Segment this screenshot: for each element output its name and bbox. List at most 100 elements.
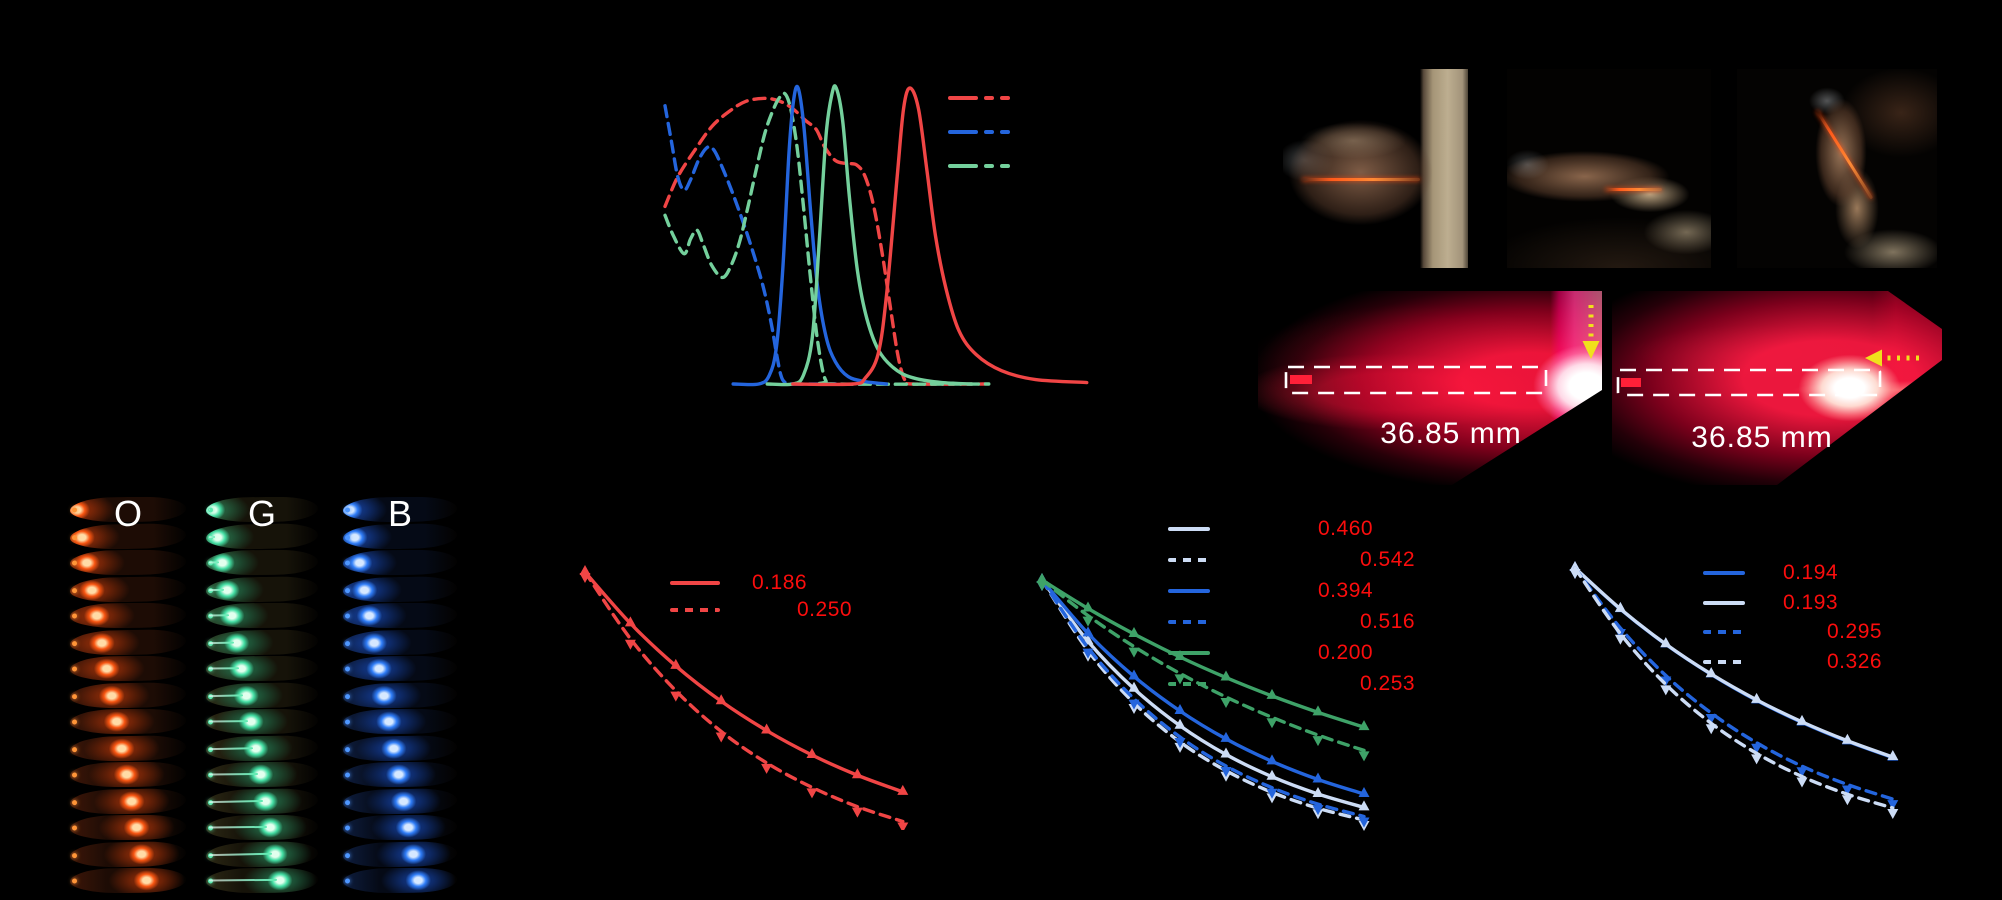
marker-triangle-down [1220,697,1232,708]
sample-strip-b-10 [342,734,458,762]
marker-triangle-up [1569,561,1581,571]
photo-corner-shadow [1836,291,1942,329]
decay3-legend: 0.194 0.193 0.295 0.326 [1703,562,1883,673]
sample-strip-g-9 [205,708,319,734]
marker-triangle-up [1266,688,1278,699]
legend-line-dashed [1168,620,1210,624]
marker-triangle-down [1887,800,1899,811]
marker-triangle-up [1312,705,1324,716]
marker-triangle-up [1174,703,1186,714]
column-label-orange: O [113,493,142,534]
sample-strip-g-15 [205,867,319,893]
sample-strip-g-7 [205,655,319,681]
legend-value: 0.542 [1360,548,1416,571]
marker-triangle-down [1266,718,1278,729]
sample-strip-o-14 [69,840,187,868]
marker-triangle-up [1220,731,1232,742]
spectra-series-green-emission [765,84,974,387]
legend-row: 0.295 [1703,620,1883,643]
legend-line-solid [1168,651,1210,655]
marker-triangle-down [806,788,818,799]
fiber-entry-dot [71,825,78,831]
arrow-left-icon [1865,349,1882,367]
sample-strip-o-11 [69,761,187,788]
legend-line-dashed [1168,682,1210,686]
sample-strip-b-14 [342,840,458,868]
fiber-entry-dot [71,587,78,593]
fiber-entry-dot [344,640,351,646]
marker-triangle-down [624,639,636,650]
sample-strip-g-3 [205,549,319,575]
column-label-green: G [247,493,276,534]
sample-strip-b-9 [342,708,458,734]
fiber-entry-dot [71,852,78,858]
sample-strip-o-8 [69,681,187,709]
legend-line-dash [1000,163,1010,169]
measurement-overlay [1616,349,1919,397]
marker-triangle-up [1796,714,1808,725]
sample-strip-g-6 [205,628,319,656]
marker-triangle-up [1266,769,1278,780]
marker-triangle-up [1705,667,1717,678]
marker-triangle-up [761,723,773,734]
fiber-line [208,826,268,829]
sample-strip-o-5 [69,602,187,629]
sample-strip-o-12 [69,787,187,815]
legend-row: 0.186 [670,572,852,593]
fiber-line [208,588,225,591]
marker-triangle-up [1266,754,1278,765]
legend-value: 0.295 [1827,620,1883,643]
legend-value: 0.394 [1318,579,1374,602]
marker-triangle-down [1082,648,1094,659]
spectra-series-red-emission [791,86,1089,387]
laser-panel-right: 36.85 mm [1612,291,1942,485]
decay3-markers-pale-solid [1569,561,1899,761]
fiber-entry-dot [71,666,78,672]
marker-triangle-up [897,784,909,795]
column-label-blue: B [387,493,412,534]
legend-line-dashed [1703,659,1745,664]
spectra-legend-row-green [948,160,1010,172]
measurement-label: 36.85 mm [1691,421,1833,454]
sample-strip-o-6 [69,628,187,656]
decay2-line-blue-dashed [1040,578,1366,819]
sample-strip-g-5 [205,602,319,628]
fiber-entry-dot [71,534,78,540]
marker-triangle-up [715,694,727,705]
sample-strip-g-13 [205,814,319,840]
marker-triangle-up [1128,681,1140,692]
legend-value: 0.200 [1318,641,1374,664]
decay3-line-blue-dashed [1573,566,1895,801]
legend-line-dash [984,95,994,101]
measurement-dashed-box [1616,368,1882,397]
legend-line-solid [1168,589,1210,593]
sample-strip-b-12 [342,787,458,815]
legend-value: 0.326 [1827,649,1883,673]
fiber-entry-dot [344,772,351,778]
photo-tissue-side-view [1507,69,1711,268]
fiber-line [1604,188,1663,191]
marker-triangle-up [579,565,591,575]
marker-triangle-down [1751,754,1763,765]
decay1-line-orange-dashed [583,570,905,824]
marker-triangle-down [1841,785,1853,796]
fiber-entry-dot [71,613,78,619]
fiber-tip [1621,378,1641,387]
legend-line-dash [984,163,994,169]
decay-chart-blue-pair [1569,561,1899,819]
marker-triangle-down [1705,714,1717,725]
legend-value: 0.460 [1318,517,1374,540]
marker-triangle-up [1082,601,1094,612]
sample-strip-o-10 [69,734,187,762]
legend-line-solid [948,95,978,101]
fiber-line [1301,178,1420,181]
sample-strip-o-3 [69,549,187,576]
fiber-line [208,694,244,697]
fiber-line [208,535,215,538]
spectra-series-green-excitation [663,91,991,386]
sample-strip-b-3 [342,549,458,575]
fiber-line [208,852,273,856]
marker-triangle-down [1128,647,1140,658]
marker-triangle-down [715,732,727,743]
photo-tissue-front-view [1283,69,1468,268]
